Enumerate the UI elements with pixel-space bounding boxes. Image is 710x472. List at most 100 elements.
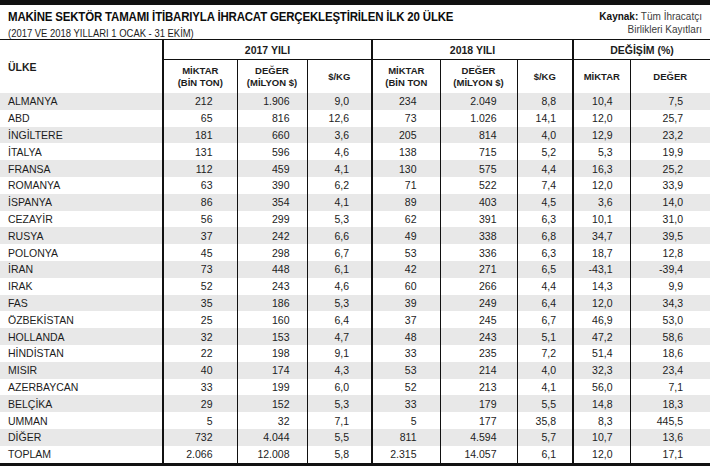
value-cell: 1.026 (440, 110, 517, 127)
value-cell: 9,9 (630, 278, 710, 295)
value-cell: 715 (440, 143, 517, 160)
value-cell: 32,3 (573, 362, 630, 379)
value-cell: 10,4 (573, 93, 630, 110)
value-cell: 212 (163, 93, 237, 110)
value-cell: 6,1 (517, 446, 573, 464)
value-cell: 131 (163, 143, 237, 160)
table-row: İNGİLTERE1816603,62058144,012,923,2 (0, 127, 710, 144)
value-cell: 299 (237, 211, 307, 228)
table-row: DİĞER7324.0445,58114.5945,710,713,6 (0, 429, 710, 446)
value-cell: 9,1 (307, 345, 372, 362)
value-cell: 6,7 (307, 244, 372, 261)
table-row: TOPLAM2.06612.0085,82.31514.0576,112,017… (0, 446, 710, 464)
value-cell: 816 (237, 110, 307, 127)
value-cell: 71 (372, 177, 440, 194)
page-title: MAKİNE SEKTÖR TAMAMI İTİBARIYLA İHRACAT … (8, 9, 453, 24)
value-cell: 732 (163, 429, 237, 446)
value-cell: 4,0 (517, 362, 573, 379)
value-cell: 814 (440, 127, 517, 144)
country-cell: İRAN (0, 261, 163, 278)
value-cell: 12.008 (237, 446, 307, 464)
value-cell: 39 (372, 295, 440, 312)
value-cell: 7,1 (307, 412, 372, 429)
col-header-2017-amount: MİKTAR(BİN TON) (163, 60, 237, 94)
value-cell: 34,7 (573, 227, 630, 244)
value-cell: 42 (372, 261, 440, 278)
value-cell: 1.906 (237, 93, 307, 110)
value-cell: 60 (372, 278, 440, 295)
value-cell: 213 (440, 379, 517, 396)
value-cell: 47,2 (573, 328, 630, 345)
value-cell: 5,5 (517, 395, 573, 412)
value-cell: 12,6 (307, 110, 372, 127)
value-cell: 33,9 (630, 177, 710, 194)
value-cell: 5,1 (517, 328, 573, 345)
col-header-change-value: DEĞER (630, 60, 710, 94)
value-cell: 6,2 (307, 177, 372, 194)
col-header-2018-amount: MİKTAR(BİN TON (372, 60, 440, 94)
value-cell: 10,7 (573, 429, 630, 446)
source-text-2: Birlikleri Kayıtları (599, 23, 702, 36)
value-cell: 3,6 (307, 127, 372, 144)
value-cell: 29 (163, 395, 237, 412)
value-cell: 186 (237, 295, 307, 312)
value-cell: 4,1 (307, 160, 372, 177)
value-cell: 73 (372, 110, 440, 127)
value-cell: 198 (237, 345, 307, 362)
country-cell: HİNDİSTAN (0, 345, 163, 362)
value-cell: 174 (237, 362, 307, 379)
value-cell: 53 (372, 362, 440, 379)
value-cell: 63 (163, 177, 237, 194)
value-cell: 12,0 (573, 110, 630, 127)
group-header-change: DEĞİŞİM (%) (573, 40, 710, 60)
value-cell: 89 (372, 194, 440, 211)
source-line-1: Kaynak: Tüm İhracatçı (599, 10, 702, 23)
value-cell: 40 (163, 362, 237, 379)
value-cell: 338 (440, 227, 517, 244)
value-cell: 4,7 (307, 328, 372, 345)
value-cell: 242 (237, 227, 307, 244)
masthead: MAKİNE SEKTÖR TAMAMI İTİBARIYLA İHRACAT … (0, 5, 710, 39)
value-cell: 33 (163, 379, 237, 396)
value-cell: 243 (440, 328, 517, 345)
value-cell: 5,5 (307, 429, 372, 446)
value-cell: 23,2 (630, 127, 710, 144)
country-cell: ABD (0, 110, 163, 127)
value-cell: 271 (440, 261, 517, 278)
value-cell: 12,0 (573, 177, 630, 194)
value-cell: 58,6 (630, 328, 710, 345)
table-row: İRAN734486,1422716,5-43,1-39,4 (0, 261, 710, 278)
value-cell: 8,3 (573, 412, 630, 429)
value-cell: 56 (163, 211, 237, 228)
value-cell: 86 (163, 194, 237, 211)
value-cell: 2.049 (440, 93, 517, 110)
value-cell: 4.044 (237, 429, 307, 446)
value-cell: 10,1 (573, 211, 630, 228)
value-cell: 12,0 (573, 295, 630, 312)
value-cell: 245 (440, 311, 517, 328)
table-row: ROMANYA633906,2715227,412,033,9 (0, 177, 710, 194)
value-cell: 3,6 (573, 194, 630, 211)
value-cell: 14,8 (573, 395, 630, 412)
value-cell: 2.066 (163, 446, 237, 464)
country-cell: POLONYA (0, 244, 163, 261)
value-cell: 4,1 (517, 379, 573, 396)
country-cell: HOLLANDA (0, 328, 163, 345)
value-cell: 459 (237, 160, 307, 177)
value-cell: 5 (163, 412, 237, 429)
value-cell: 39,5 (630, 227, 710, 244)
value-cell: 5,3 (307, 295, 372, 312)
value-cell: 4,5 (517, 194, 573, 211)
value-cell: 32 (163, 328, 237, 345)
value-cell: 14,3 (573, 278, 630, 295)
group-header-2018: 2018 YILI (372, 40, 573, 60)
col-header-2017-perkg: $/KG (307, 60, 372, 94)
value-cell: 266 (440, 278, 517, 295)
table-row: POLONYA452986,7533366,318,712,8 (0, 244, 710, 261)
page-subtitle: (2017 VE 2018 YILLARI 1 OCAK - 31 EKİM) (8, 27, 480, 39)
value-cell: 53 (372, 244, 440, 261)
value-cell: 73 (163, 261, 237, 278)
value-cell: 33 (372, 345, 440, 362)
source-label: Kaynak: (599, 11, 638, 22)
value-cell: 205 (372, 127, 440, 144)
